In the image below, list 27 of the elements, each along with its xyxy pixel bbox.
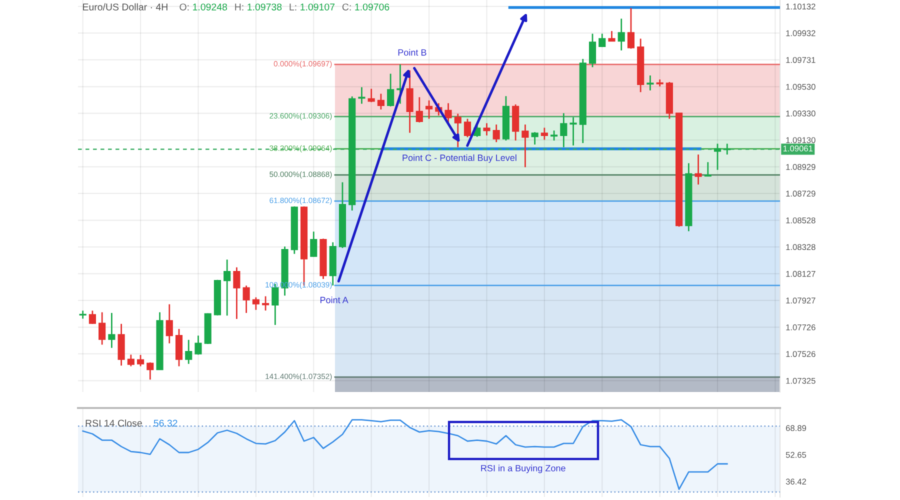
annotation: Point C - Potential Buy Level (402, 154, 516, 163)
y-tick-label: 1.08729 (786, 190, 816, 197)
y-tick-label: 1.09530 (786, 84, 816, 90)
y-tick-label: 1.10132 (786, 4, 816, 10)
y-tick-label: 1.09932 (786, 30, 816, 36)
y-tick-label: 1.08528 (786, 217, 816, 224)
y-tick-label: 68.89 (786, 425, 806, 432)
y-tick-label: 36.42 (786, 478, 806, 485)
annotation: Point B (398, 49, 426, 56)
chart-subtitle: O: 1.09248 H: 1.09738 L: 1.09107 C: 1.09706 (180, 4, 390, 10)
y-tick-label: 1.08929 (786, 164, 816, 170)
text: RSI 14 Close (86, 419, 142, 427)
y-tick-label: 1.07325 (786, 378, 816, 384)
annotation: RSI in a Buying Zone (481, 464, 566, 474)
text: 56.32 (154, 420, 178, 427)
y-tick-label: 1.07526 (786, 351, 816, 357)
y-tick-label: 1.09330 (786, 110, 816, 116)
y-tick-label: 1.08127 (786, 270, 816, 277)
y-tick-label: 1.07927 (786, 298, 816, 304)
y-tick-label: 52.65 (786, 452, 806, 458)
annotation: Point A (320, 296, 348, 304)
y-tick-label: 1.09130 (786, 137, 816, 144)
ref-line-label: 1.09061 (783, 146, 813, 152)
y-tick-label: 1.09731 (786, 57, 816, 63)
y-tick-label: 1.08328 (786, 244, 816, 250)
chart-title: Euro/US Dollar · 4H (83, 3, 168, 10)
y-tick-label: 1.07726 (786, 324, 816, 330)
